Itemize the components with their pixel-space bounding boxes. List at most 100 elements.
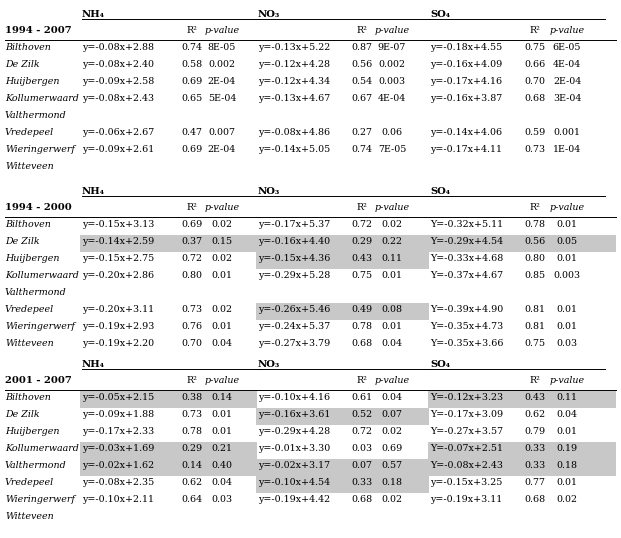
Text: Y=-0.35x+4.73: Y=-0.35x+4.73 (430, 322, 503, 331)
Text: 0.87: 0.87 (351, 43, 373, 52)
Text: 0.75: 0.75 (351, 271, 373, 280)
Text: 0.79: 0.79 (525, 427, 546, 436)
Text: 0.01: 0.01 (212, 427, 232, 436)
Text: Y=-0.17x+3.09: Y=-0.17x+3.09 (430, 410, 503, 419)
Text: y=-0.15x+3.13: y=-0.15x+3.13 (82, 220, 155, 229)
Text: NO₃: NO₃ (258, 10, 280, 19)
Text: Valthermond: Valthermond (5, 288, 66, 297)
Text: 0.43: 0.43 (525, 393, 546, 402)
Text: 0.81: 0.81 (525, 322, 545, 331)
Text: 0.003: 0.003 (553, 271, 581, 280)
Text: 0.70: 0.70 (525, 77, 545, 86)
Bar (80, 442, 257, 459)
Text: y=-0.27x+3.79: y=-0.27x+3.79 (258, 339, 330, 348)
Text: De Zilk: De Zilk (5, 410, 40, 419)
Bar (428, 391, 616, 408)
Text: Y=-0.08x+2.43: Y=-0.08x+2.43 (430, 461, 503, 470)
Text: Vredepeel: Vredepeel (5, 128, 54, 137)
Text: Huijbergen: Huijbergen (5, 77, 60, 86)
Text: 0.74: 0.74 (351, 145, 373, 154)
Text: Y=-0.27x+3.57: Y=-0.27x+3.57 (430, 427, 503, 436)
Text: 5E-04: 5E-04 (208, 94, 236, 103)
Text: Bilthoven: Bilthoven (5, 220, 51, 229)
Text: R²: R² (186, 376, 197, 385)
Text: y=-0.10x+4.54: y=-0.10x+4.54 (258, 478, 330, 487)
Text: 0.01: 0.01 (212, 271, 232, 280)
Text: 0.58: 0.58 (181, 60, 202, 69)
Text: 1E-04: 1E-04 (553, 145, 581, 154)
Text: y=-0.20x+3.11: y=-0.20x+3.11 (82, 305, 154, 314)
Text: 0.85: 0.85 (525, 271, 546, 280)
Text: R²: R² (356, 203, 368, 212)
Text: y=-0.08x+2.40: y=-0.08x+2.40 (82, 60, 154, 69)
Text: p-value: p-value (204, 26, 240, 35)
Text: NH₄: NH₄ (82, 187, 105, 196)
Text: 0.18: 0.18 (556, 461, 578, 470)
Text: y=-0.08x+2.43: y=-0.08x+2.43 (82, 94, 154, 103)
Text: p-value: p-value (550, 376, 584, 385)
Text: 0.43: 0.43 (351, 254, 373, 263)
Text: 0.68: 0.68 (351, 495, 373, 504)
Text: 0.62: 0.62 (181, 478, 202, 487)
Text: y=-0.10x+4.16: y=-0.10x+4.16 (258, 393, 330, 402)
Text: 0.003: 0.003 (378, 77, 406, 86)
Text: y=-0.17x+4.16: y=-0.17x+4.16 (430, 77, 502, 86)
Text: NH₄: NH₄ (82, 10, 105, 19)
Text: 0.54: 0.54 (351, 77, 373, 86)
Text: 8E-05: 8E-05 (208, 43, 236, 52)
Text: 0.52: 0.52 (351, 410, 373, 419)
Text: 0.14: 0.14 (212, 393, 232, 402)
Text: y=-0.14x+4.06: y=-0.14x+4.06 (430, 128, 502, 137)
Text: 2E-04: 2E-04 (208, 145, 236, 154)
Text: y=-0.09x+1.88: y=-0.09x+1.88 (82, 410, 154, 419)
Text: y=-0.19x+2.93: y=-0.19x+2.93 (82, 322, 155, 331)
Bar (80, 235, 257, 252)
Text: 0.66: 0.66 (524, 60, 546, 69)
Text: 0.69: 0.69 (381, 444, 402, 453)
Text: R²: R² (530, 376, 540, 385)
Text: 0.56: 0.56 (351, 60, 373, 69)
Text: 0.15: 0.15 (211, 237, 232, 246)
Bar (80, 391, 257, 408)
Text: y=-0.08x+2.88: y=-0.08x+2.88 (82, 43, 154, 52)
Text: 0.61: 0.61 (351, 393, 373, 402)
Text: 0.21: 0.21 (212, 444, 232, 453)
Text: 0.74: 0.74 (181, 43, 202, 52)
Text: SO₄: SO₄ (430, 187, 450, 196)
Bar (80, 459, 257, 476)
Text: Witteveen: Witteveen (5, 162, 54, 171)
Text: 0.07: 0.07 (381, 410, 402, 419)
Text: 0.29: 0.29 (181, 444, 202, 453)
Bar (256, 252, 429, 269)
Text: p-value: p-value (374, 203, 410, 212)
Text: 0.62: 0.62 (525, 410, 546, 419)
Text: 0.59: 0.59 (524, 128, 546, 137)
Text: R²: R² (186, 26, 197, 35)
Text: y=-0.08x+4.86: y=-0.08x+4.86 (258, 128, 330, 137)
Text: y=-0.10x+2.11: y=-0.10x+2.11 (82, 495, 154, 504)
Text: 0.19: 0.19 (556, 444, 578, 453)
Text: 0.72: 0.72 (181, 254, 202, 263)
Text: Valthermond: Valthermond (5, 461, 66, 470)
Text: y=-0.02x+3.17: y=-0.02x+3.17 (258, 461, 330, 470)
Text: 0.76: 0.76 (181, 322, 202, 331)
Text: y=-0.15x+4.36: y=-0.15x+4.36 (258, 254, 330, 263)
Text: 0.73: 0.73 (181, 305, 202, 314)
Text: 0.02: 0.02 (381, 220, 402, 229)
Text: 0.04: 0.04 (212, 478, 232, 487)
Text: Witteveen: Witteveen (5, 339, 54, 348)
Text: y=-0.09x+2.61: y=-0.09x+2.61 (82, 145, 154, 154)
Text: y=-0.05x+2.15: y=-0.05x+2.15 (82, 393, 154, 402)
Text: y=-0.12x+4.28: y=-0.12x+4.28 (258, 60, 330, 69)
Text: 3E-04: 3E-04 (553, 94, 581, 103)
Text: 0.002: 0.002 (209, 60, 235, 69)
Text: y=-0.13x+4.67: y=-0.13x+4.67 (258, 94, 330, 103)
Text: 0.40: 0.40 (212, 461, 232, 470)
Text: NO₃: NO₃ (258, 187, 280, 196)
Text: p-value: p-value (204, 376, 240, 385)
Text: 0.64: 0.64 (181, 495, 202, 504)
Text: 0.68: 0.68 (525, 94, 546, 103)
Text: R²: R² (530, 203, 540, 212)
Text: y=-0.26x+5.46: y=-0.26x+5.46 (258, 305, 330, 314)
Text: Kollumerwaard: Kollumerwaard (5, 94, 79, 103)
